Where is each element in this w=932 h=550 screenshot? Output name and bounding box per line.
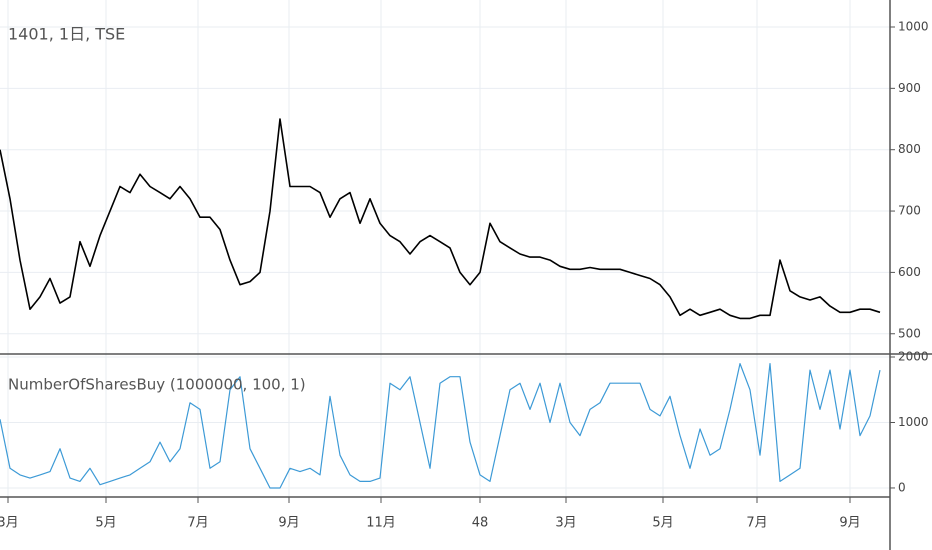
x-tick-label: 7月	[187, 516, 208, 531]
x-tick-label: 5月	[652, 516, 673, 531]
x-tick-label: 7月	[746, 516, 767, 531]
x-tick-label: 3月	[555, 516, 576, 531]
x-tick-label: 9月	[278, 516, 299, 531]
series-line	[0, 118, 881, 320]
y-tick-label: 500	[898, 326, 921, 340]
series-line	[0, 363, 881, 489]
y-tick-label: 900	[898, 81, 921, 95]
x-tick-label: 48	[472, 516, 489, 531]
marks	[0, 118, 881, 489]
y-tick-label: 1000	[898, 415, 929, 429]
x-tick-label: 3月	[0, 516, 19, 531]
y-tick-label: 2000	[898, 350, 929, 364]
y-tick-label: 600	[898, 265, 921, 279]
y-tick-label: 700	[898, 204, 921, 218]
chart-title: 1401, 1日, TSE	[8, 25, 125, 44]
x-tick-label: 11月	[366, 516, 396, 531]
y-tick-label: 800	[898, 142, 921, 156]
indicator-title: NumberOfSharesBuy (1000000, 100, 1)	[8, 376, 306, 394]
x-tick-label: 5月	[95, 516, 116, 531]
x-tick-label: 9月	[839, 516, 860, 531]
y-tick-label: 0	[898, 480, 906, 494]
grid	[0, 0, 890, 497]
y-tick-label: 1000	[898, 19, 929, 33]
